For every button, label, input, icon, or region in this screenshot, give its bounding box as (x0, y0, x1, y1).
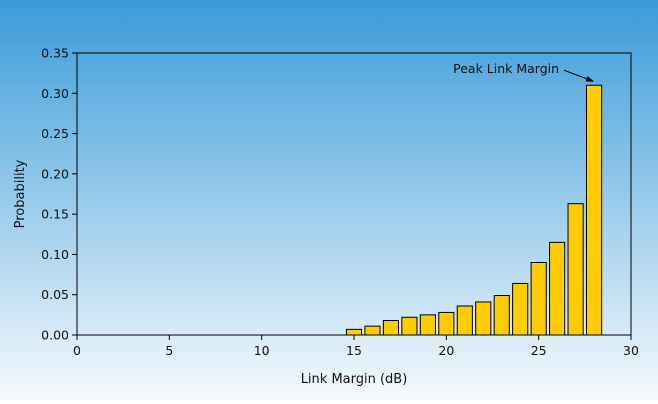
y-axis-title: Probability (13, 159, 28, 228)
bar-19 (419, 314, 436, 336)
bar-16 (364, 325, 381, 336)
y-tick-label-5: 0.25 (41, 126, 69, 141)
y-tick-label-7: 0.35 (41, 46, 69, 61)
x-tick-label-5: 5 (165, 343, 173, 358)
x-tick-label-20: 20 (438, 343, 454, 358)
bar-23 (493, 295, 510, 336)
y-tick-label-4: 0.20 (41, 166, 69, 181)
y-tick-label-0: 0.00 (41, 328, 69, 343)
x-tick-label-10: 10 (254, 343, 270, 358)
bar-21 (456, 305, 473, 336)
bar-15 (345, 328, 363, 336)
axes-layer: 0 5 10 15 20 25 30 0.00 0.05 0.10 0.15 0.20 0.25 0.30… (41, 46, 639, 359)
x-axis-title: Link Margin (dB) (301, 372, 408, 387)
bar-24 (512, 282, 529, 336)
bar-18 (401, 316, 418, 336)
bar-28 (585, 84, 603, 336)
bar-26 (549, 241, 566, 336)
bars-layer (345, 84, 603, 336)
y-tick-label-2: 0.10 (41, 247, 69, 262)
y-tick-label-6: 0.30 (41, 86, 69, 101)
bar-17 (382, 319, 400, 336)
bar-25 (530, 261, 547, 336)
bar-27 (567, 203, 584, 336)
y-tick-label-1: 0.05 (41, 287, 69, 302)
bar-20 (438, 311, 455, 336)
y-tick-label-3: 0.15 (41, 207, 69, 222)
annotation-label: Peak Link Margin (453, 61, 559, 76)
x-tick-label-30: 30 (623, 343, 639, 358)
bar-22 (475, 301, 492, 336)
annotation-arrow (563, 69, 595, 82)
x-tick-label-25: 25 (531, 343, 547, 358)
x-tick-label-0: 0 (73, 343, 81, 358)
x-tick-label-15: 15 (346, 343, 362, 358)
